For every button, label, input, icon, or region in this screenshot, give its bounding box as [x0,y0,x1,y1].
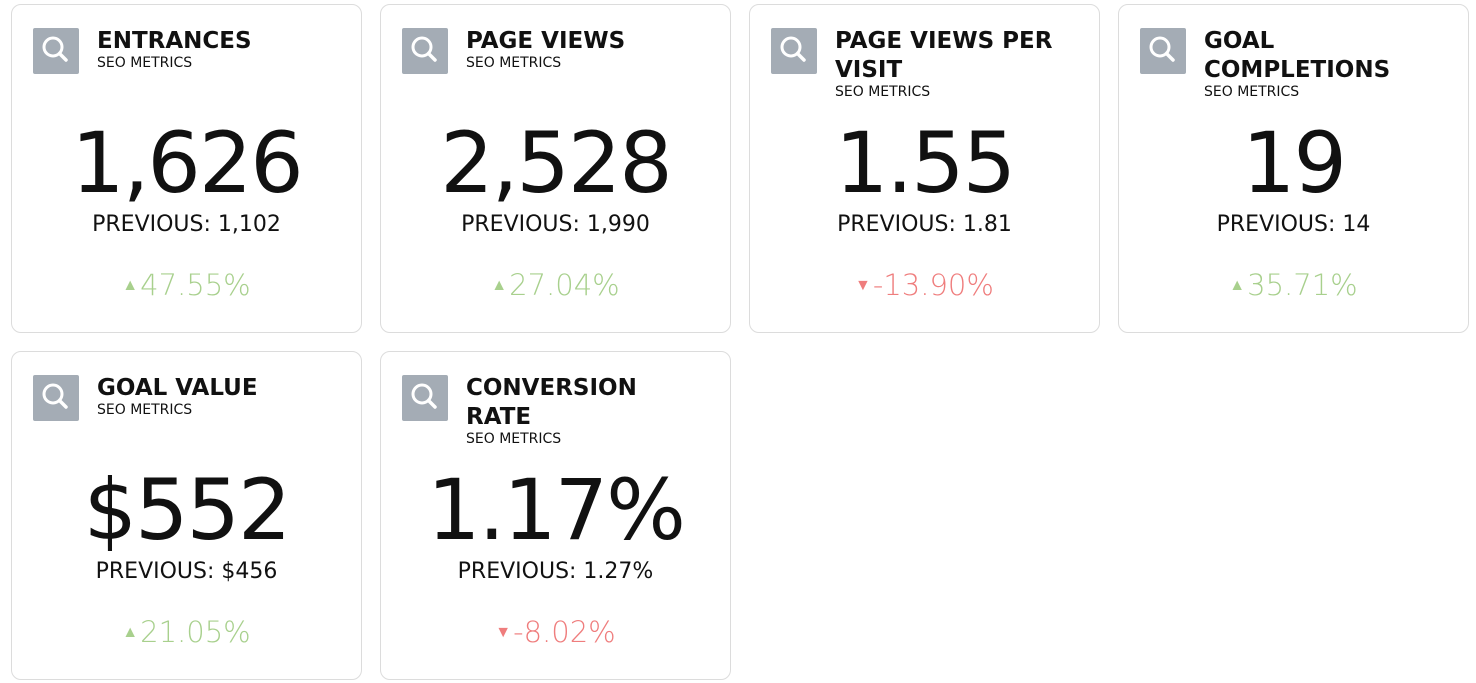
card-title: CONVERSION RATE [466,375,637,430]
previous-value: PREVIOUS: 14 [1216,212,1371,237]
change: ▲47.55% [12,267,361,303]
handle [426,398,437,409]
lens [1149,36,1171,58]
search-icon [771,28,817,74]
card-title: GOAL VALUE [97,375,258,401]
metric-card: GOAL COMPLETIONS SEO METRICS 19 PREVIOUS: 1… [1118,4,1469,333]
card-subtitle: SEO METRICS [97,402,193,418]
metric-value: 1,626 [71,114,303,212]
search-icon [1140,28,1186,74]
handle [1164,51,1175,62]
lens [411,36,433,58]
up-arrow: ▲ [1229,275,1246,294]
change-value: 27.04% [509,268,620,302]
change-value: 21.05% [140,615,251,649]
up-arrow: ▲ [122,622,139,641]
change: ▲21.05% [12,614,361,650]
change-value: -13.90% [872,268,994,302]
card-header: GOAL VALUE SEO METRICS [97,374,337,419]
handle [426,51,437,62]
change-value: 35.71% [1247,268,1358,302]
magnifier [1149,36,1175,62]
card-title: GOAL COMPLETIONS [1204,28,1391,83]
lens [42,383,64,405]
card-title: ENTRANCES [97,28,252,54]
lens [780,36,802,58]
down-arrow: ▼ [855,275,871,294]
magnifier [411,36,437,62]
change-value: 47.55% [140,268,251,302]
card-header: GOAL COMPLETIONS SEO METRICS [1204,27,1444,101]
up-arrow: ▲ [122,275,139,294]
change: ▲35.71% [1119,267,1468,303]
magnifier [411,383,437,409]
previous-value: PREVIOUS: 1.27% [457,559,654,584]
card-header: PAGE VIEWS SEO METRICS [466,27,706,72]
metric-value: $552 [83,461,292,559]
handle [57,398,68,409]
metric-value: 19 [1242,114,1347,212]
metric-card: CONVERSION RATE SEO METRICS 1.17% PREVIOUS:… [380,351,731,680]
change-value: -8.02% [513,615,616,649]
card-title: PAGE VIEWS PER VISIT [835,28,1053,83]
card-header: PAGE VIEWS PER VISIT SEO METRICS [835,27,1075,101]
search-icon [402,28,448,74]
card-subtitle: SEO METRICS [1204,84,1300,100]
handle [57,51,68,62]
card-header: ENTRANCES SEO METRICS [97,27,337,72]
card-subtitle: SEO METRICS [466,431,562,447]
metric-card: ENTRANCES SEO METRICS 1,626 PREVIOUS: 1,102… [11,4,362,333]
down-arrow: ▼ [495,622,512,641]
magnifier [42,383,68,409]
previous-value: PREVIOUS: $456 [95,559,278,584]
change: ▼-13.90% [750,267,1099,303]
card-header: CONVERSION RATE SEO METRICS [466,374,706,448]
handle [795,51,806,62]
magnifier [42,36,68,62]
previous-value: PREVIOUS: 1.81 [837,212,1012,237]
up-arrow: ▲ [491,275,508,294]
card-subtitle: SEO METRICS [466,55,562,71]
card-subtitle: SEO METRICS [97,55,193,71]
metric-value: 1.55 [834,114,1016,212]
search-icon [402,375,448,421]
metric-card: PAGE VIEWS SEO METRICS 2,528 PREVIOUS: 1,99… [380,4,731,333]
change: ▲27.04% [381,267,730,303]
magnifier [780,36,806,62]
metric-card: PAGE VIEWS PER VISIT SEO METRICS 1.55 PREVI… [749,4,1100,333]
previous-value: PREVIOUS: 1,990 [461,212,650,237]
card-title: PAGE VIEWS [466,28,626,54]
search-icon [33,28,79,74]
lens [42,36,64,58]
search-icon [33,375,79,421]
lens [411,383,433,405]
card-subtitle: SEO METRICS [835,84,931,100]
metric-card: GOAL VALUE SEO METRICS $552 PREVIOUS: $456 ▲… [11,351,362,680]
change: ▼-8.02% [381,614,730,650]
metric-value: 2,528 [440,114,672,212]
metric-value: 1.17% [427,461,686,559]
previous-value: PREVIOUS: 1,102 [92,212,281,237]
